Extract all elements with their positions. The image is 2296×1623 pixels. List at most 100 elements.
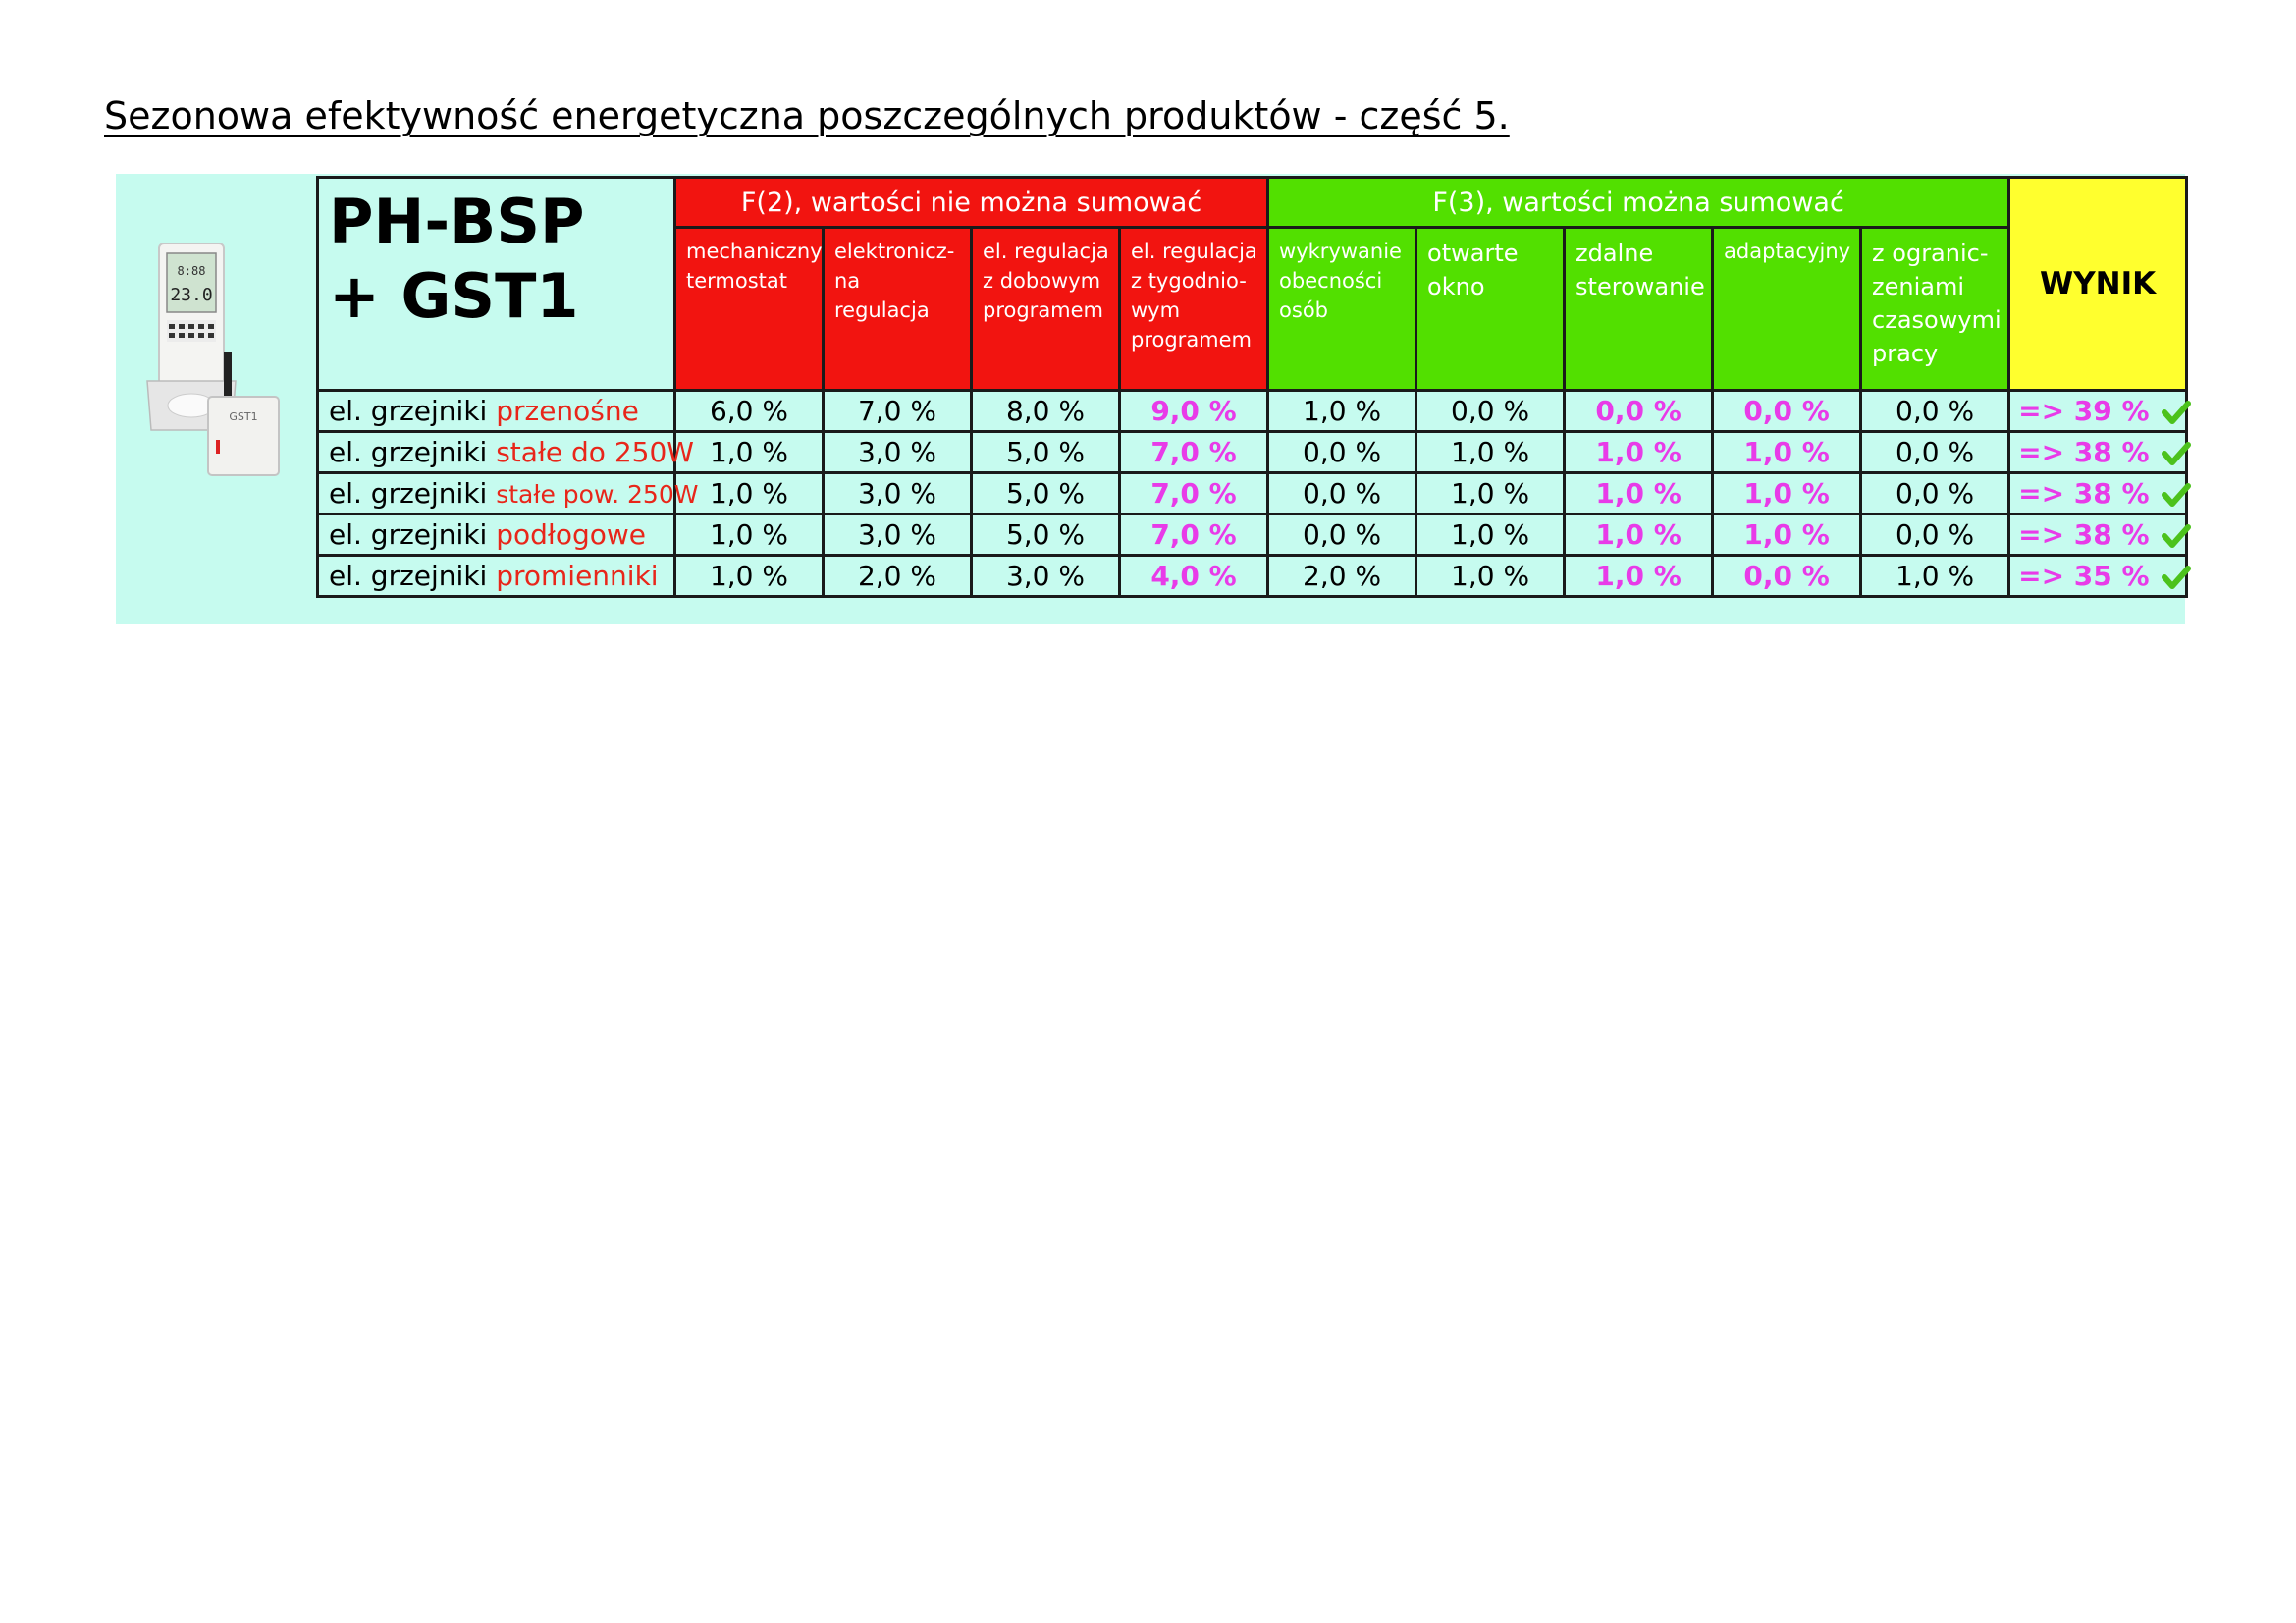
product-name-line2: + GST1 — [329, 260, 579, 332]
cell-value: 1,0 % — [1563, 513, 1715, 557]
table-row: el. grzejniki stałe pow. 250W 1,0 % 3,0 … — [316, 471, 2191, 515]
efficiency-table: PH-BSP + GST1 F(2), wartości nie można s… — [316, 176, 2191, 598]
cell-value: 6,0 % — [673, 389, 825, 433]
cell-value: 0,0 % — [1859, 389, 2011, 433]
cell-value: 0,0 % — [1859, 513, 2011, 557]
col-label-line: elektronicz- — [834, 240, 955, 263]
col-label-line: obecności — [1279, 269, 1383, 293]
col-label-line: czasowymi — [1872, 306, 2002, 334]
cell-value: 0,0 % — [1711, 554, 1863, 598]
cell-value: 7,0 % — [822, 389, 973, 433]
cell-value: 3,0 % — [970, 554, 1121, 598]
col-label-line: okno — [1427, 273, 1485, 300]
row-prefix: el. grzejniki — [329, 477, 497, 510]
cell-value: 8,0 % — [970, 389, 1121, 433]
col-mechanical-thermostat: mechaniczny termostat — [673, 226, 825, 392]
cell-value: 0,0 % — [1415, 389, 1567, 433]
svg-text:8:88: 8:88 — [178, 264, 206, 278]
cell-value: 1,0 % — [1563, 430, 1715, 474]
cell-value: 1,0 % — [1859, 554, 2011, 598]
cell-value: 1,0 % — [1415, 430, 1567, 474]
row-prefix: el. grzejniki — [329, 395, 497, 427]
row-label: el. grzejniki promienniki — [316, 554, 676, 598]
cell-value: 0,0 % — [1266, 430, 1418, 474]
checkmark-icon — [2161, 524, 2191, 548]
col-presence-detection: wykrywanie obecności osób — [1266, 226, 1418, 392]
col-open-window: otwarte okno — [1415, 226, 1567, 392]
col-label-line: otwarte — [1427, 240, 1519, 267]
col-label-line: sterowanie — [1575, 273, 1705, 300]
row-type: promienniki — [496, 560, 659, 592]
cell-value: 0,0 % — [1266, 513, 1418, 557]
svg-text:23.0: 23.0 — [170, 285, 212, 305]
col-label-line: osób — [1279, 298, 1329, 322]
row-type: przenośne — [496, 395, 639, 427]
result-header: WYNIK — [2007, 176, 2189, 392]
row-type: stałe pow. 250W — [496, 480, 699, 509]
cell-value: 9,0 % — [1117, 389, 1270, 433]
col-electronic-regulation: elektronicz- na regulacja — [822, 226, 973, 392]
result-value: => 38 % — [2018, 518, 2150, 551]
result-value: => 39 % — [2018, 395, 2150, 427]
col-remote-control: zdalne sterowanie — [1563, 226, 1715, 392]
cell-value: 1,0 % — [1415, 554, 1567, 598]
page-title: Sezonowa efektywność energetyczna poszcz… — [104, 94, 1510, 137]
cell-value: 7,0 % — [1117, 513, 1270, 557]
col-label-line: zdalne — [1575, 240, 1654, 267]
row-label: el. grzejniki podłogowe — [316, 513, 676, 557]
cell-value: 1,0 % — [673, 430, 825, 474]
cell-value: 1,0 % — [1563, 554, 1715, 598]
row-label: el. grzejniki stałe pow. 250W — [316, 471, 698, 515]
col-label-line: regulacja — [834, 298, 930, 322]
checkmark-icon — [2161, 483, 2191, 507]
col-adaptive: adaptacyjny — [1711, 226, 1863, 392]
col-label-line: programem — [1131, 328, 1253, 352]
cell-value: 0,0 % — [1563, 389, 1715, 433]
cell-value: 7,0 % — [1117, 471, 1270, 515]
cell-value: 3,0 % — [822, 471, 973, 515]
product-name: PH-BSP + GST1 — [316, 176, 676, 392]
result-cell: => 38 % — [2007, 513, 2191, 557]
col-label-line: programem — [983, 298, 1104, 322]
gst1-module: GST1 — [207, 352, 280, 476]
col-label-line: wym — [1131, 298, 1181, 322]
cell-value: 1,0 % — [673, 471, 825, 515]
cell-value: 3,0 % — [822, 513, 973, 557]
col-time-limits: z ogranic- zeniami czasowymi pracy — [1859, 226, 2011, 392]
row-type: podłogowe — [496, 518, 647, 551]
col-label-line: termostat — [686, 269, 788, 293]
cell-value: 5,0 % — [970, 513, 1121, 557]
col-label-line: z dobowym — [983, 269, 1101, 293]
cell-value: 4,0 % — [1117, 554, 1270, 598]
table-row: el. grzejniki podłogowe 1,0 % 3,0 % 5,0 … — [316, 513, 2191, 557]
cell-value: 1,0 % — [1563, 471, 1715, 515]
table-row: el. grzejniki promienniki 1,0 % 2,0 % 3,… — [316, 554, 2191, 598]
product-name-line1: PH-BSP — [329, 186, 585, 257]
cell-value: 1,0 % — [1415, 513, 1567, 557]
f3-group-header: F(3), wartości można sumować — [1266, 176, 2011, 229]
checkmark-icon — [2161, 442, 2191, 465]
svg-text:GST1: GST1 — [229, 410, 257, 423]
cell-value: 1,0 % — [1266, 389, 1418, 433]
row-label: el. grzejniki przenośne — [316, 389, 676, 433]
row-type: stałe do 250W — [496, 436, 694, 468]
cell-value: 3,0 % — [822, 430, 973, 474]
result-value: => 35 % — [2018, 560, 2150, 592]
cell-value: 0,0 % — [1711, 389, 1863, 433]
result-value: => 38 % — [2018, 436, 2150, 468]
cell-value: 2,0 % — [1266, 554, 1418, 598]
cell-value: 1,0 % — [673, 554, 825, 598]
group-header-row: PH-BSP + GST1 F(2), wartości nie można s… — [316, 176, 2189, 392]
col-label-line: na — [834, 269, 861, 293]
col-label-line: pracy — [1872, 340, 1939, 367]
table-row: el. grzejniki stałe do 250W 1,0 % 3,0 % … — [316, 430, 2191, 474]
col-label-line: el. regulacja — [983, 240, 1109, 263]
checkmark-icon — [2161, 566, 2191, 589]
row-label: el. grzejniki stałe do 250W — [316, 430, 694, 474]
row-prefix: el. grzejniki — [329, 436, 497, 468]
col-weekly-program: el. regulacja z tygodnio- wym programem — [1117, 226, 1270, 392]
row-prefix: el. grzejniki — [329, 560, 497, 592]
table-row: el. grzejniki przenośne 6,0 % 7,0 % 8,0 … — [316, 389, 2191, 433]
cell-value: 5,0 % — [970, 430, 1121, 474]
cell-value: 0,0 % — [1266, 471, 1418, 515]
